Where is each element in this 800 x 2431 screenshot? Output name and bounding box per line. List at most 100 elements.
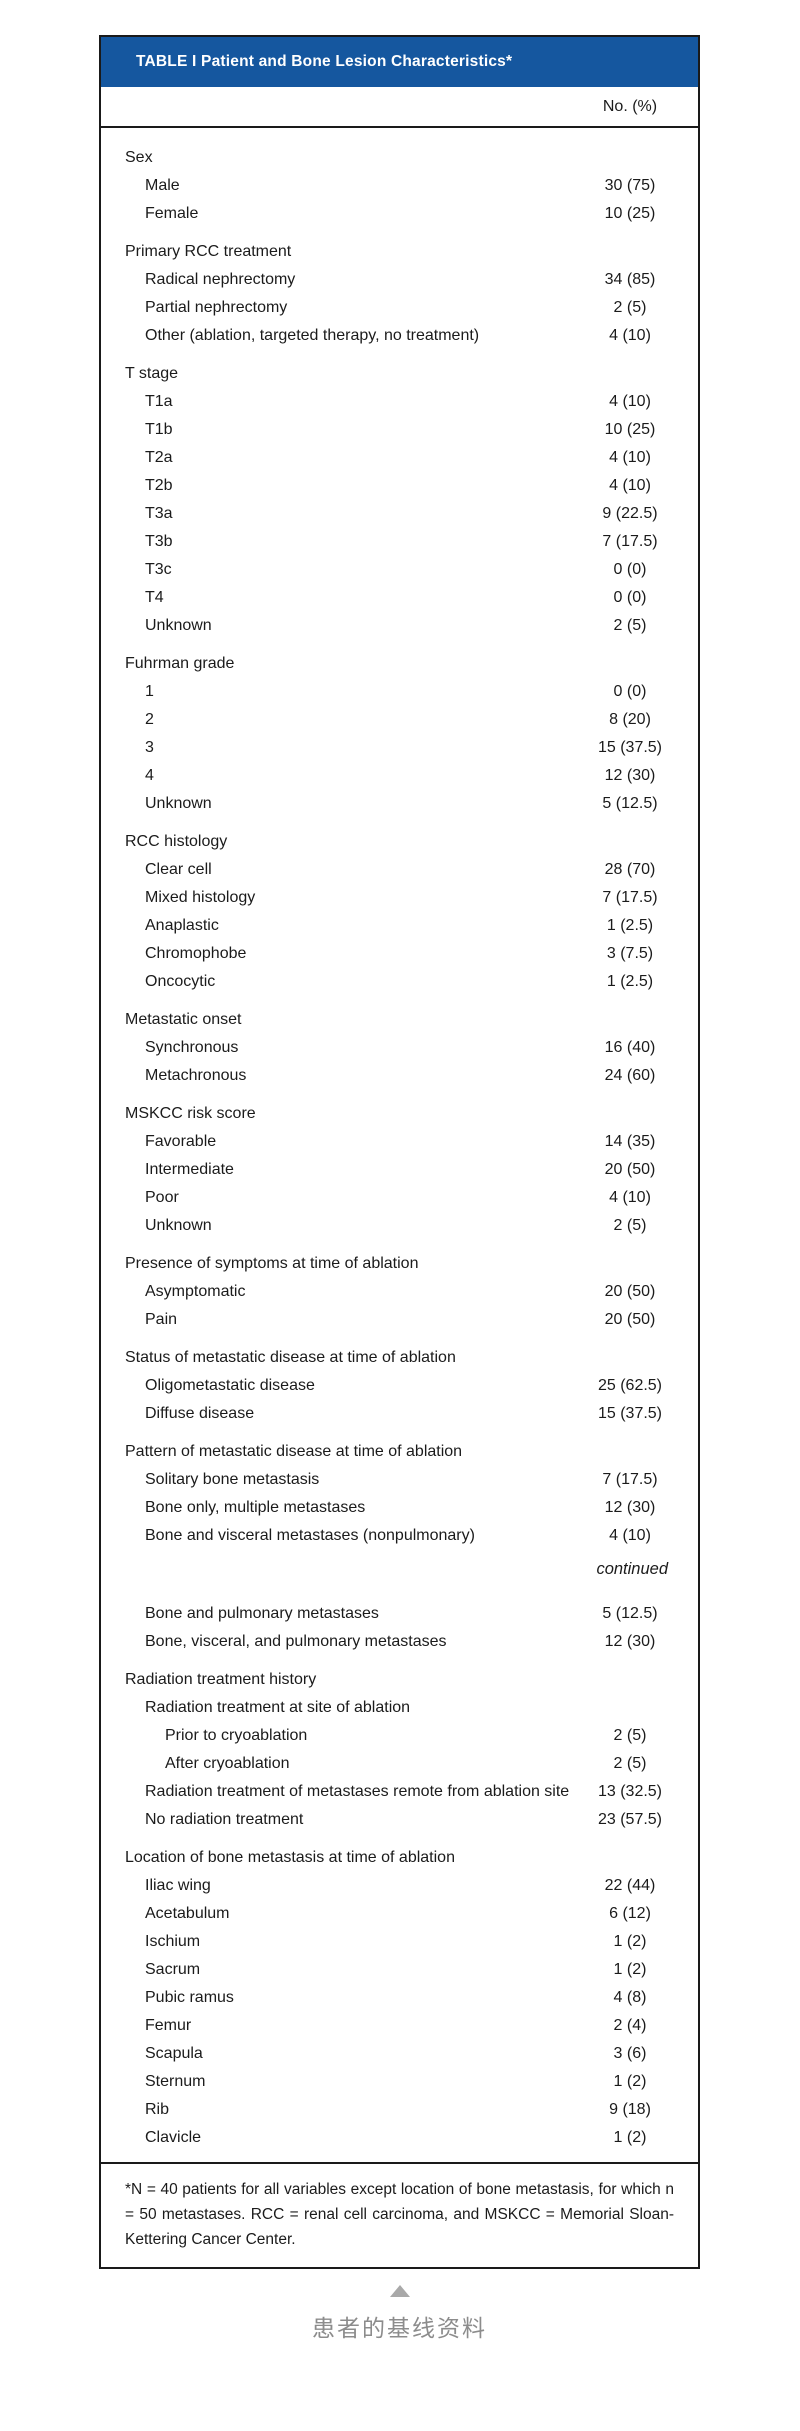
row-label: Clavicle [145, 2129, 202, 2146]
row-value: 15 (37.5) [597, 739, 663, 756]
table-row: Radical nephrectomy 34 (85) [101, 266, 698, 294]
row-value: 16 (40) [604, 1039, 656, 1056]
row-value: 0 (0) [613, 683, 647, 700]
table-row: After cryoablation 2 (5) [101, 1750, 698, 1778]
row-value: 0 (0) [613, 589, 647, 606]
row-label: Iliac wing [145, 1877, 211, 1894]
table-row: Radiation treatment at site of ablation [101, 1694, 698, 1722]
table-row: Partial nephrectomy 2 (5) [101, 294, 698, 322]
row-value: 12 (30) [604, 1499, 656, 1516]
table-row: Radiation treatment of metastases remote… [101, 1778, 698, 1806]
table-row: Clavicle 1 (2) [101, 2124, 698, 2152]
row-label: T1a [145, 393, 173, 410]
row-label: Femur [145, 2017, 192, 2034]
row-label: Unknown [145, 617, 212, 634]
row-label: Asymptomatic [145, 1283, 246, 1300]
row-label: 1 [145, 683, 154, 700]
table-section: Pattern of metastatic disease at time of… [101, 1438, 698, 1656]
table-section: RCC histology Clear cell 28 (70) Mixed hist… [101, 828, 698, 996]
table-row: 1 0 (0) [101, 678, 698, 706]
table-row: Anaplastic 1 (2.5) [101, 912, 698, 940]
column-header-no-pct: No. (%) [602, 98, 658, 115]
characteristics-table: TABLE I Patient and Bone Lesion Characte… [99, 35, 700, 2269]
row-value: 4 (10) [609, 449, 651, 466]
row-value: 2 (5) [613, 1217, 647, 1234]
table-section: Sex Male 30 (75) Female 10 (25) [101, 144, 698, 228]
table-section: Metastatic onset Synchronous 16 (40) Metach… [101, 1006, 698, 1090]
table-row: Other (ablation, targeted therapy, no tr… [101, 322, 698, 350]
row-label: Poor [145, 1189, 179, 1206]
row-value: 20 (50) [604, 1311, 656, 1328]
row-label: Radiation treatment of metastases remote… [145, 1783, 570, 1800]
row-label: Rib [145, 2101, 170, 2118]
table-row: Asymptomatic 20 (50) [101, 1278, 698, 1306]
row-value: 10 (25) [604, 421, 656, 438]
table-row: Bone only, multiple metastases 12 (30) [101, 1494, 698, 1522]
row-label: Acetabulum [145, 1905, 230, 1922]
row-label: Bone, visceral, and pulmonary metastases [145, 1633, 447, 1650]
section-header: T stage [125, 365, 179, 382]
row-value: 14 (35) [604, 1133, 656, 1150]
row-value: 1 (2) [613, 2129, 647, 2146]
section-header: Presence of symptoms at time of ablation [125, 1255, 419, 1272]
row-label: T1b [145, 421, 173, 438]
table-row: Rib 9 (18) [101, 2096, 698, 2124]
table-row: Ischium 1 (2) [101, 1928, 698, 1956]
row-label: Prior to cryoablation [165, 1727, 308, 1744]
row-value: 34 (85) [604, 271, 656, 288]
table-section: Primary RCC treatment Radical nephrectomy… [101, 238, 698, 350]
table-row: Bone and pulmonary metastases 5 (12.5) [101, 1600, 698, 1628]
row-label: T3c [145, 561, 172, 578]
row-value: 7 (17.5) [602, 533, 658, 550]
table-row: T3b 7 (17.5) [101, 528, 698, 556]
row-label: Scapula [145, 2045, 203, 2062]
row-label: 3 [145, 739, 154, 756]
row-value: 1 (2.5) [606, 973, 654, 990]
row-value: 23 (57.5) [597, 1811, 663, 1828]
table-row: Solitary bone metastasis 7 (17.5) [101, 1466, 698, 1494]
row-value: 12 (30) [604, 767, 656, 784]
row-value: 4 (10) [609, 1189, 651, 1206]
row-value: 5 (12.5) [602, 795, 658, 812]
table-row: T2a 4 (10) [101, 444, 698, 472]
row-value: 25 (62.5) [597, 1377, 663, 1394]
row-value: 28 (70) [604, 861, 656, 878]
section-header: Status of metastatic disease at time of … [125, 1349, 456, 1366]
row-label: Ischium [145, 1933, 201, 1950]
row-label: Pubic ramus [145, 1989, 234, 2006]
table-section: Radiation treatment history Radiation tre… [101, 1666, 698, 1834]
table-section: T stage T1a 4 (10) T1b 10 (25) T2a 4 (10) T2b 4 … [101, 360, 698, 640]
row-label: T2b [145, 477, 173, 494]
row-label: Oncocytic [145, 973, 216, 990]
table-row: T4 0 (0) [101, 584, 698, 612]
row-value: 30 (75) [604, 177, 656, 194]
table-row: Unknown 2 (5) [101, 1212, 698, 1240]
row-label: Unknown [145, 1217, 212, 1234]
row-label: 2 [145, 711, 154, 728]
table-row: 3 15 (37.5) [101, 734, 698, 762]
table-row: Iliac wing 22 (44) [101, 1872, 698, 1900]
row-value: 2 (5) [613, 1727, 647, 1744]
row-value: 2 (5) [613, 299, 647, 316]
figure-caption: 患者的基线资料 [312, 2315, 487, 2341]
row-value: 1 (2) [613, 1961, 647, 1978]
row-label: Anaplastic [145, 917, 219, 934]
section-header: Fuhrman grade [125, 655, 235, 672]
row-value: 7 (17.5) [602, 1471, 658, 1488]
table-row: Oligometastatic disease 25 (62.5) [101, 1372, 698, 1400]
section-header: Radiation treatment history [125, 1671, 317, 1688]
table-row: Clear cell 28 (70) [101, 856, 698, 884]
column-header-row: No. (%) [101, 87, 698, 128]
table-section: Status of metastatic disease at time of … [101, 1344, 698, 1428]
continued-marker: continued [596, 1560, 668, 1578]
row-value: 20 (50) [604, 1161, 656, 1178]
triangle-up-icon[interactable] [389, 2285, 410, 2297]
row-label: Solitary bone metastasis [145, 1471, 320, 1488]
row-label: Female [145, 205, 199, 222]
row-value: 13 (32.5) [597, 1783, 663, 1800]
table-row: Pain 20 (50) [101, 1306, 698, 1334]
table-row: T1b 10 (25) [101, 416, 698, 444]
row-value: 22 (44) [604, 1877, 656, 1894]
row-value: 12 (30) [604, 1633, 656, 1650]
table-row: Pubic ramus 4 (8) [101, 1984, 698, 2012]
